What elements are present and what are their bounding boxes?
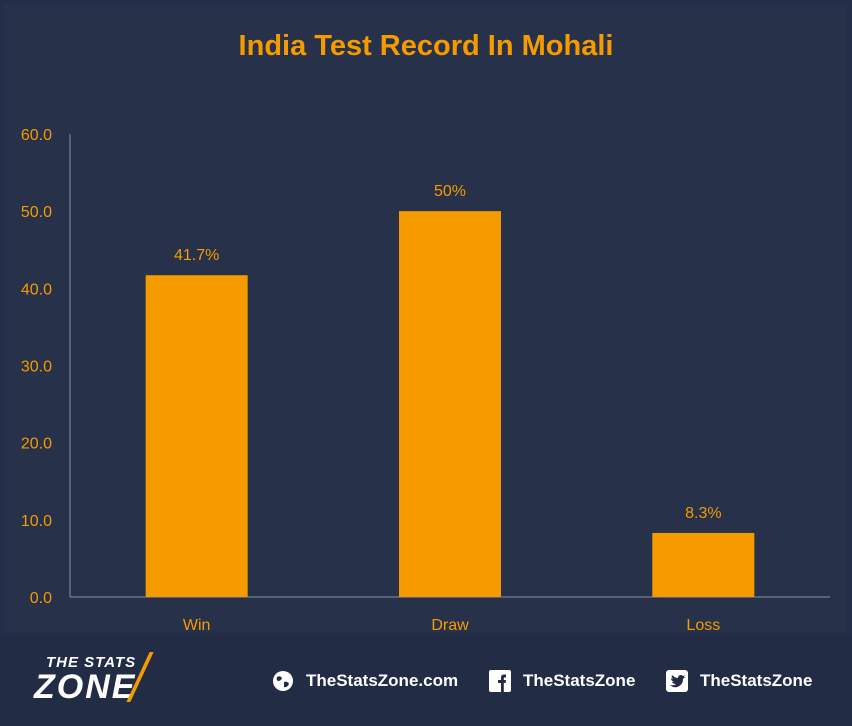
facebook-text: TheStatsZone [523,671,636,690]
website-link[interactable]: TheStatsZone.com [272,668,458,694]
y-tick-label: 20.0 [21,436,52,453]
brand-logo-top: THE STATS [46,654,137,671]
y-tick-label: 0.0 [30,590,52,607]
facebook-icon [489,670,511,692]
data-label: 8.3% [685,505,721,522]
x-tick-label: Win [183,617,211,634]
globe-icon [273,671,293,691]
y-tick-label: 40.0 [21,281,52,298]
data-label: 41.7% [174,247,219,264]
twitter-link[interactable]: TheStatsZone [666,668,812,694]
bar [145,275,248,597]
bar [652,532,755,597]
website-text: TheStatsZone.com [306,671,459,690]
bar-chart: 0.0 10.0 20.0 30.0 40.0 50.0 60.0 41.7% Win 50% Dr… [21,127,830,634]
x-tick-label: Draw [431,617,469,634]
twitter-icon [666,670,688,692]
brand-logo-bottom: ZONE [34,668,137,706]
facebook-link[interactable]: TheStatsZone [489,668,635,694]
y-tick-label: 60.0 [21,127,52,144]
y-tick-label: 10.0 [21,513,52,530]
x-tick-label: Loss [686,617,720,634]
bar [399,211,501,597]
twitter-text: TheStatsZone [700,671,813,690]
chart-title: India Test Record In Mohali [238,30,614,62]
data-label: 50% [434,183,466,200]
footer: THE STATS ZONE TheStatsZone.com TheStats… [0,634,852,726]
brand-logo[interactable]: THE STATS ZONE [30,648,180,708]
y-tick-label: 30.0 [21,359,52,376]
y-tick-label: 50.0 [21,204,52,221]
